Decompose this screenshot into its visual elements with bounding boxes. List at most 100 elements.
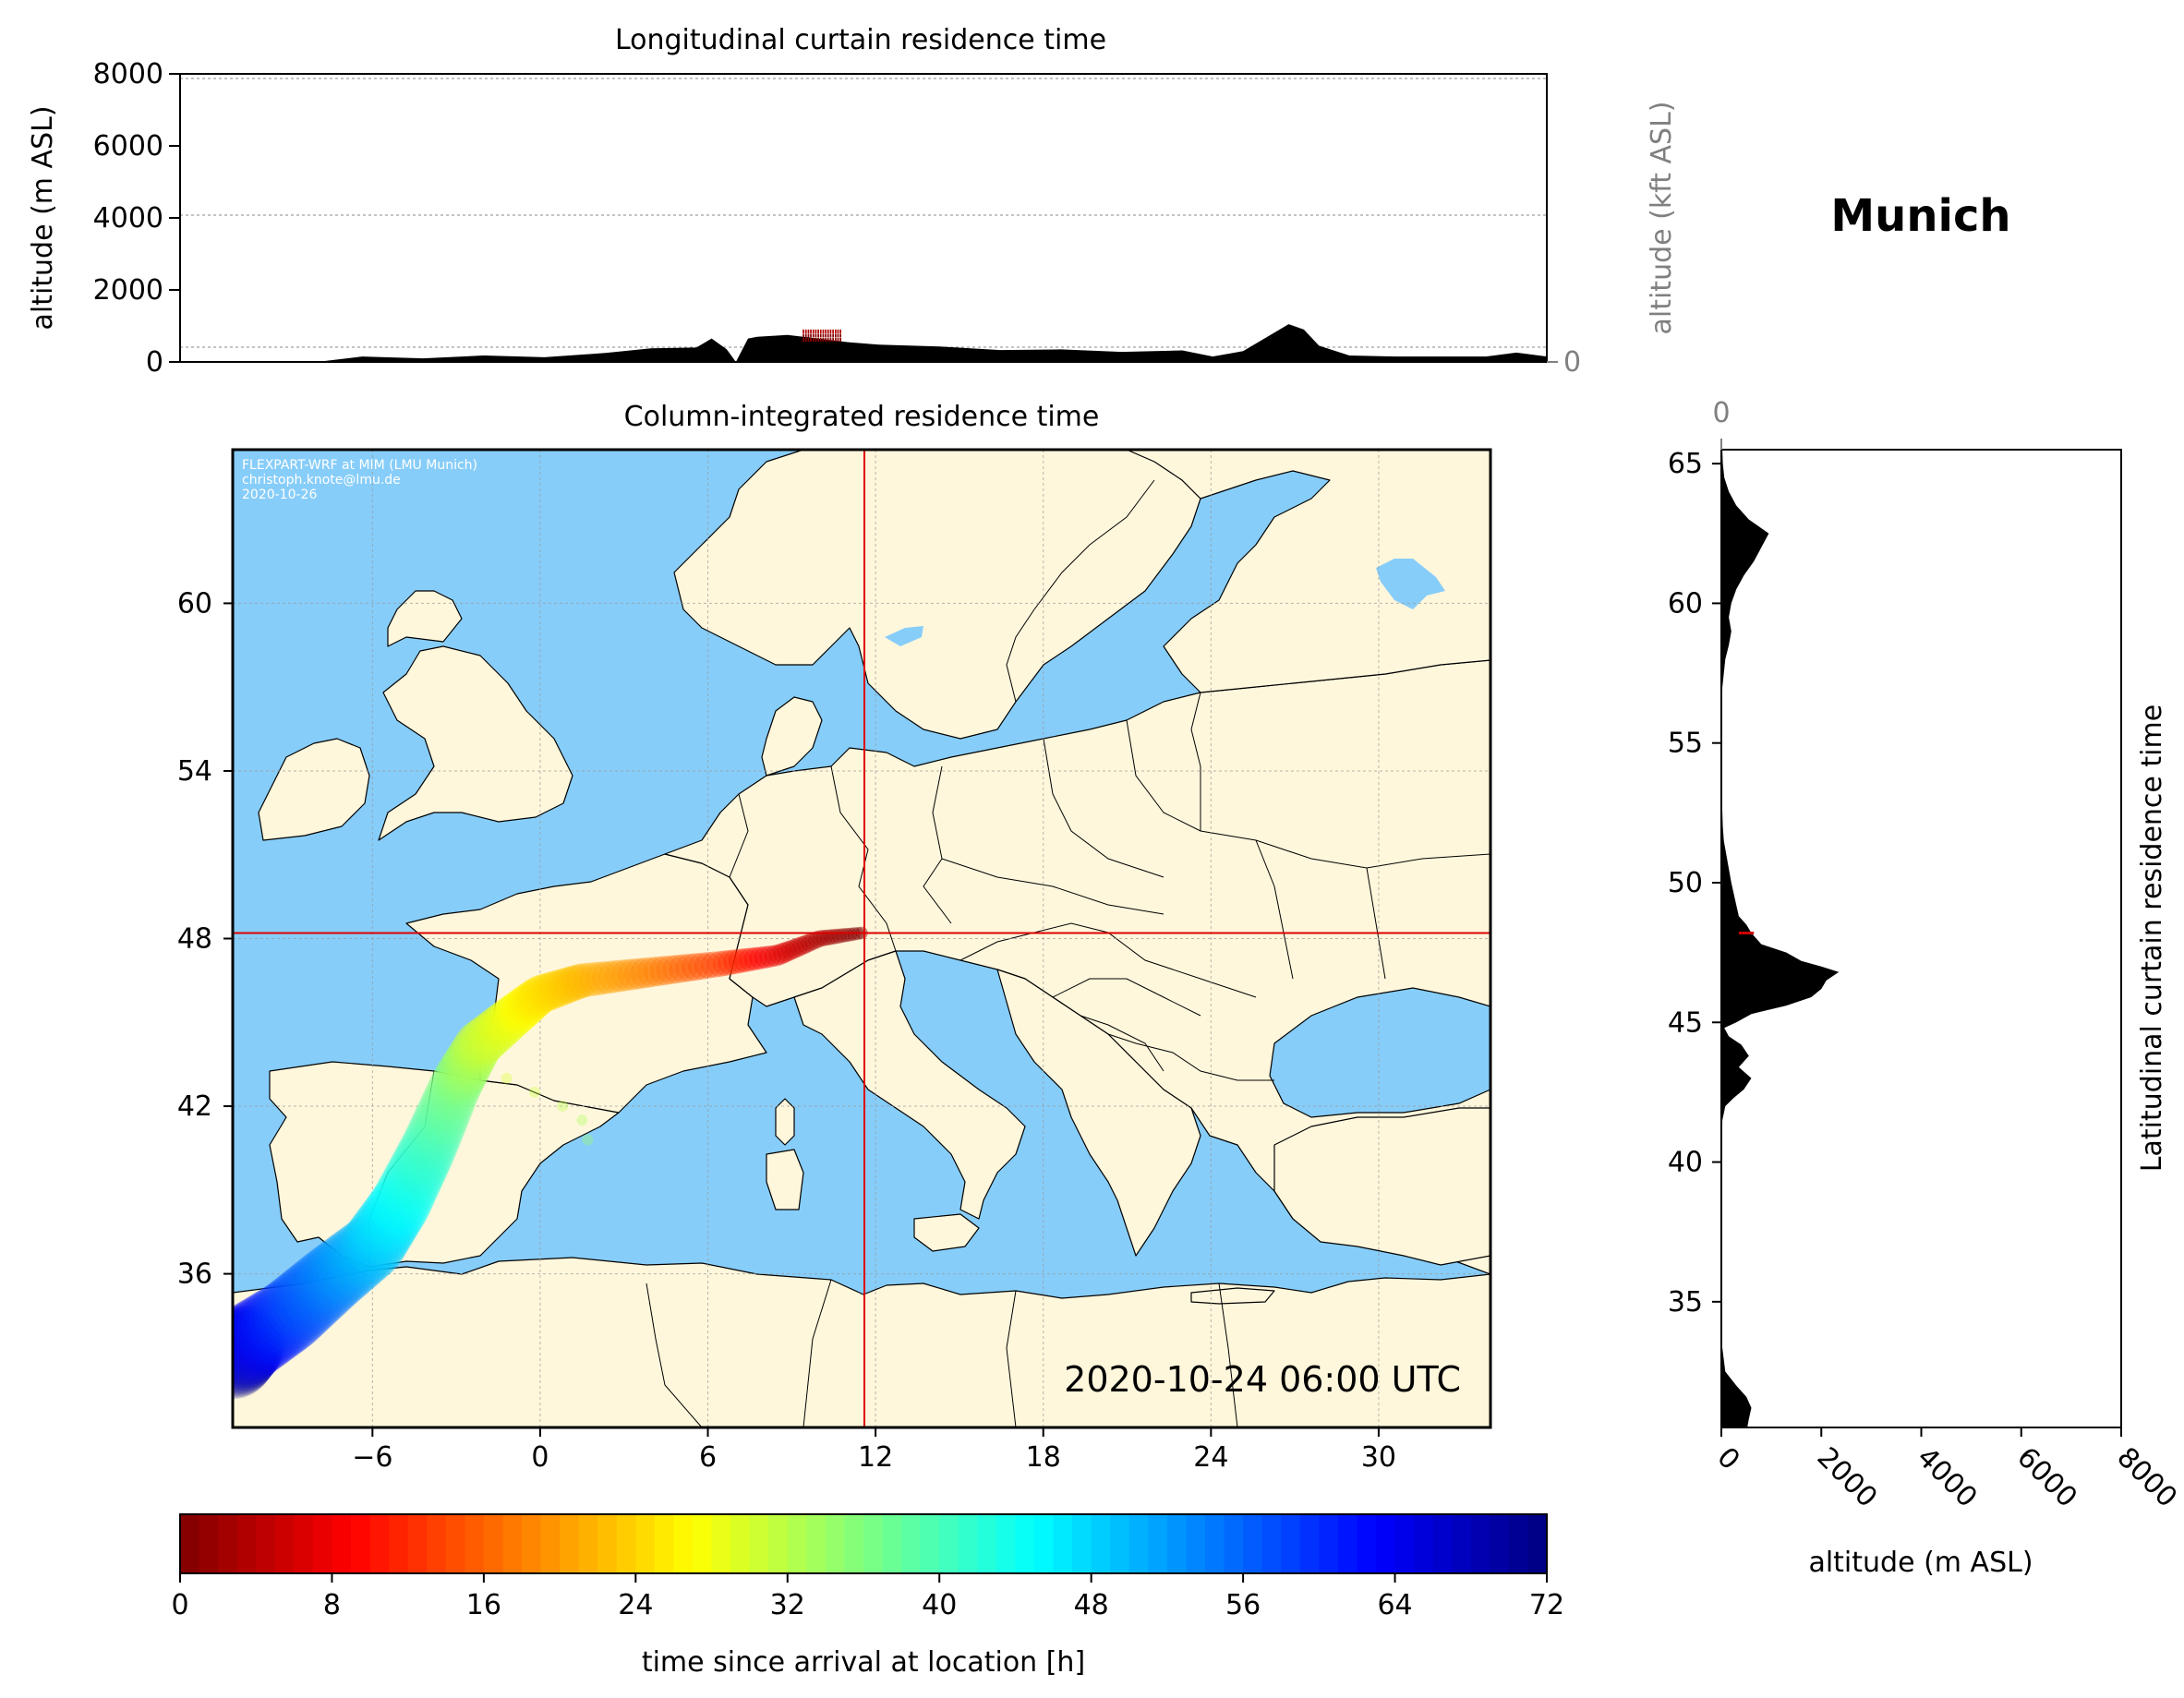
colorbar-segment	[977, 1514, 997, 1573]
trajectory-point	[347, 1202, 413, 1267]
colorbar: 0 8 16 24 32 40 48 56 64 72 time since arrival at…	[171, 1513, 1564, 1679]
colorbar-segment	[882, 1514, 902, 1573]
colorbar-segment	[787, 1514, 807, 1573]
colorbar-segment	[1224, 1514, 1244, 1573]
top-ytick-label: 6000	[93, 130, 163, 163]
trajectory-point	[374, 1164, 435, 1226]
trajectory-point	[364, 1181, 426, 1244]
trajectory-point	[437, 1047, 489, 1099]
trajectory-point	[675, 953, 704, 982]
trajectory-point	[579, 961, 613, 996]
top-ytick-label: 8000	[93, 58, 163, 90]
station-name: Munich	[1830, 190, 2010, 242]
map-timestamp: 2020-10-24 06:00 UTC	[1064, 1359, 1461, 1400]
trajectory-point	[573, 962, 608, 997]
trajectory-point	[398, 1122, 456, 1179]
trajectory-point	[454, 1020, 503, 1069]
great-britain	[378, 645, 573, 841]
trajectory-point	[712, 950, 739, 976]
trajectory-point	[257, 1273, 332, 1348]
colorbar-tick-label: 24	[618, 1589, 653, 1621]
top-plume-cell	[819, 333, 822, 338]
top-plume-cell	[819, 329, 822, 333]
right-ytick-label: 55	[1668, 728, 1703, 760]
colorbar-tick-label: 56	[1225, 1589, 1261, 1621]
top-ylabel-right: altitude (kft ASL)	[1646, 101, 1678, 334]
balkans	[996, 969, 1201, 1257]
trajectory-point	[419, 1078, 475, 1133]
top-plume-cell	[812, 333, 814, 338]
colorbar-segment	[1299, 1514, 1320, 1573]
turkey	[1273, 1107, 1490, 1266]
trajectory-point	[233, 1313, 278, 1395]
trajectory-point	[366, 1177, 428, 1240]
top-ylabel: altitude (m ASL)	[27, 105, 59, 330]
trajectory-point	[483, 1000, 528, 1045]
trajectory-point	[395, 1126, 453, 1185]
colorbar-tick-label: 32	[770, 1589, 805, 1621]
trajectory-wisp	[501, 1072, 513, 1084]
colorbar-segment	[351, 1514, 371, 1573]
trajectory-point	[707, 950, 733, 977]
colorbar-segment	[597, 1514, 618, 1573]
trajectory-point	[768, 944, 790, 966]
country-borders	[368, 479, 1490, 1427]
trajectory-point	[253, 1277, 328, 1352]
colorbar-segment	[445, 1514, 465, 1573]
trajectory-wisp	[528, 1086, 540, 1098]
top-axes-frame	[179, 73, 1548, 363]
top-plume-cell	[802, 333, 804, 338]
trajectory-point	[312, 1233, 380, 1301]
black-sea	[1269, 987, 1490, 1118]
trajectory-point	[467, 1011, 514, 1058]
colorbar-segment	[1490, 1514, 1510, 1573]
top-plume-cell	[832, 333, 834, 338]
trajectory-point	[800, 933, 819, 952]
trajectory-point	[288, 1249, 360, 1321]
trajectory-point	[435, 1050, 487, 1102]
trajectory-point	[649, 956, 680, 986]
trajectory-point	[234, 1289, 310, 1366]
longitudinal-panel: Longitudinal curtain residence time 0 200…	[27, 24, 1678, 379]
trajectory-point	[358, 1188, 422, 1251]
colorbar-segment	[749, 1514, 769, 1573]
trajectory-point	[694, 952, 721, 979]
top-plume-cell	[822, 329, 825, 333]
trajectory-point	[233, 1316, 274, 1400]
trajectory-point	[233, 1305, 286, 1384]
colorbar-segment	[939, 1514, 959, 1573]
trajectory-point	[808, 931, 826, 949]
trajectory-point	[233, 1307, 284, 1387]
trajectory-point	[585, 961, 620, 995]
colorbar-segment	[654, 1514, 675, 1573]
top-plume-cell	[839, 333, 841, 338]
colorbar-segment	[522, 1514, 542, 1573]
top-plume-cell	[839, 338, 841, 343]
credit-line-2: christoph.knote@lmu.de	[242, 473, 401, 488]
top-plume-cell	[827, 329, 829, 333]
trajectory-point	[561, 964, 597, 999]
colorbar-segment	[1508, 1514, 1529, 1573]
trajectory-point	[430, 1056, 483, 1110]
trajectory-point	[643, 956, 673, 987]
trajectory-point	[749, 946, 772, 969]
trajectory-point	[784, 938, 805, 958]
colorbar-tick-label: 8	[323, 1589, 341, 1621]
trajectory-wisp	[557, 1101, 569, 1113]
ireland	[258, 738, 370, 841]
trajectory-point	[461, 1016, 509, 1064]
trajectory-point	[610, 958, 644, 992]
trajectory-point	[669, 954, 697, 983]
colorbar-segment	[711, 1514, 731, 1573]
top-plume-cell	[832, 338, 834, 343]
trajectory-point	[344, 1206, 410, 1271]
trajectory-point	[701, 951, 728, 978]
top-plume-cell	[812, 338, 814, 343]
colorbar-segment	[427, 1514, 447, 1573]
trajectory-point	[558, 965, 594, 1001]
trajectory-point	[422, 1073, 477, 1126]
trajectory-point	[662, 955, 692, 984]
trajectory-point	[537, 969, 576, 1008]
trajectory-point	[688, 952, 716, 980]
